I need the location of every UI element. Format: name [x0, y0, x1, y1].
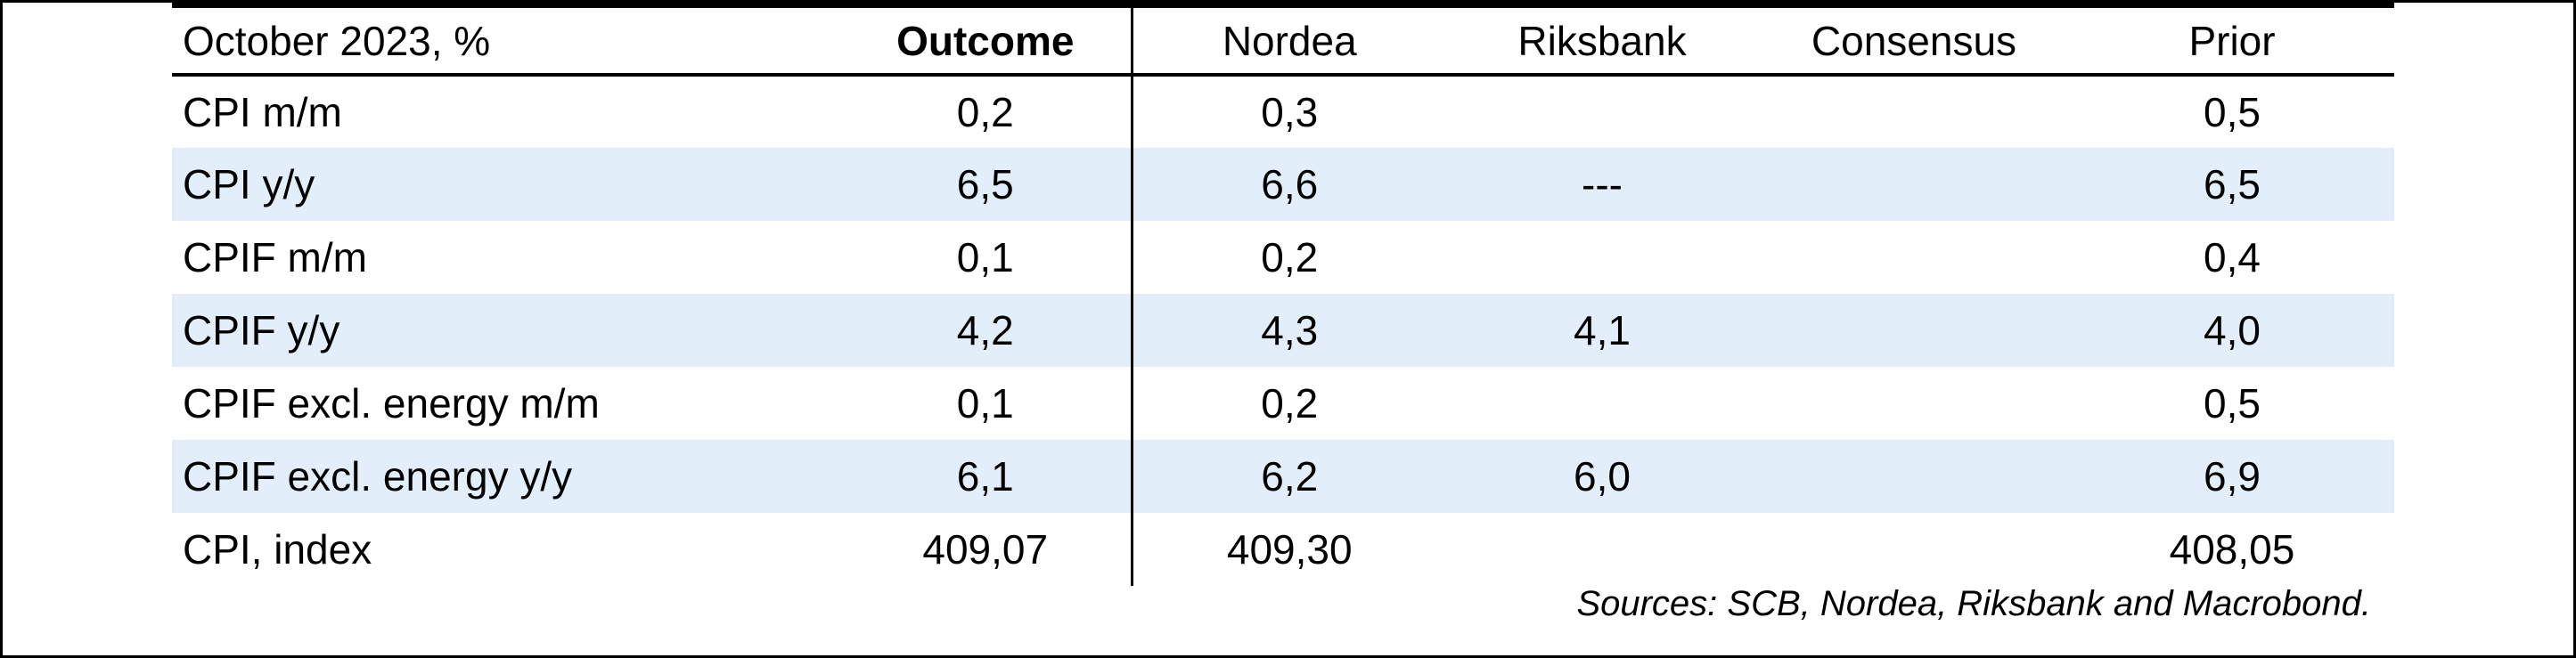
column-header-prior: Prior [2070, 5, 2394, 77]
row-label: CPI y/y [183, 161, 315, 207]
table-header-row: October 2023, % Outcome Nordea Riksbank … [172, 5, 2394, 77]
row-label: CPIF y/y [183, 307, 340, 353]
cell-consensus [1758, 294, 2070, 367]
cell-consensus [1758, 75, 2070, 148]
cell-riksbank: 6,0 [1574, 453, 1631, 500]
cell-riksbank [1446, 513, 1758, 586]
row-label: CPI, index [183, 526, 372, 573]
cell-outcome: 0,1 [840, 221, 1133, 294]
cell-nordea: 0,2 [1261, 234, 1319, 280]
table-row-cpi-mm: CPI m/m 0,2 0,3 0,5 [172, 75, 2394, 148]
table-row-cpi-yy: CPI y/y 6,5 6,6 --- 6,5 [172, 148, 2394, 221]
cell-nordea: 409,30 [1226, 526, 1353, 573]
cell-outcome: 0,1 [840, 367, 1133, 440]
row-label: CPIF excl. energy m/m [183, 380, 600, 426]
row-label: CPI m/m [183, 89, 342, 135]
cell-outcome: 6,1 [840, 440, 1133, 513]
column-header-period: October 2023, % [172, 5, 840, 77]
cell-prior: 4,0 [2204, 307, 2261, 353]
cell-prior: 408,05 [2169, 526, 2295, 573]
cell-nordea: 0,2 [1261, 380, 1319, 426]
cell-outcome: 409,07 [840, 513, 1133, 586]
column-header-nordea: Nordea [1132, 5, 1446, 77]
cell-prior: 0,5 [2204, 89, 2261, 135]
row-label: CPIF excl. energy y/y [183, 453, 573, 500]
cell-prior: 0,5 [2204, 380, 2261, 426]
source-note: Sources: SCB, Nordea, Riksbank and Macro… [1576, 584, 2371, 623]
cell-riksbank: --- [1582, 161, 1623, 207]
table-row-cpif-excl-energy-yy: CPIF excl. energy y/y 6,1 6,2 6,0 6,9 [172, 440, 2394, 513]
cell-outcome: 0,2 [840, 75, 1133, 148]
cell-riksbank [1446, 221, 1758, 294]
table-row-cpif-mm: CPIF m/m 0,1 0,2 0,4 [172, 221, 2394, 294]
cell-consensus [1758, 513, 2070, 586]
cpi-data-table: October 2023, % Outcome Nordea Riksbank … [172, 3, 2394, 586]
cell-prior: 0,4 [2204, 234, 2261, 280]
table-row-cpif-excl-energy-mm: CPIF excl. energy m/m 0,1 0,2 0,5 [172, 367, 2394, 440]
cell-outcome: 4,2 [840, 294, 1133, 367]
column-header-riksbank: Riksbank [1446, 5, 1758, 77]
cell-nordea: 0,3 [1261, 89, 1319, 135]
cell-prior: 6,5 [2204, 161, 2261, 207]
row-label: CPIF m/m [183, 234, 367, 280]
cell-riksbank: 4,1 [1574, 307, 1631, 353]
cell-nordea: 6,2 [1261, 453, 1319, 500]
cell-nordea: 4,3 [1261, 307, 1319, 353]
table-row-cpif-yy: CPIF y/y 4,2 4,3 4,1 4,0 [172, 294, 2394, 367]
cell-consensus [1758, 221, 2070, 294]
column-header-consensus: Consensus [1758, 5, 2070, 77]
table-row-cpi-index: CPI, index 409,07 409,30 408,05 [172, 513, 2394, 586]
cell-nordea: 6,6 [1261, 161, 1319, 207]
cell-riksbank [1446, 367, 1758, 440]
cell-consensus [1758, 440, 2070, 513]
cell-riksbank [1446, 75, 1758, 148]
column-header-outcome: Outcome [840, 5, 1133, 77]
cell-prior: 6,9 [2204, 453, 2261, 500]
cell-outcome: 6,5 [840, 148, 1133, 221]
cell-consensus [1758, 148, 2070, 221]
cell-consensus [1758, 367, 2070, 440]
